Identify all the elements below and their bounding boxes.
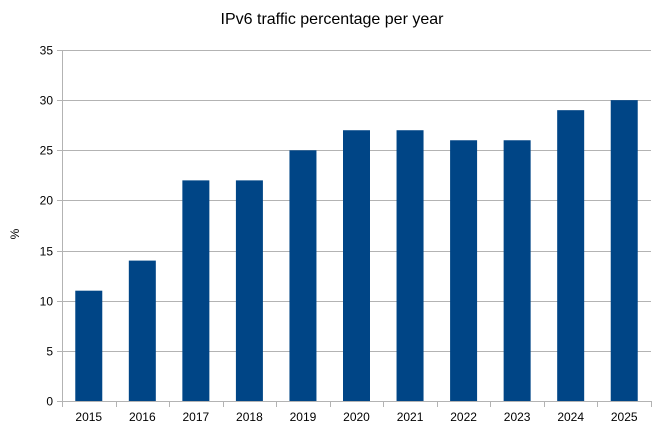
bar-2020 — [343, 130, 370, 401]
x-tick-label: 2015 — [75, 410, 102, 424]
x-tick-label: 2020 — [343, 410, 370, 424]
y-tick-label: 25 — [40, 144, 54, 158]
bar-2018 — [235, 180, 263, 401]
x-tick-label: 2022 — [450, 410, 477, 424]
bar-2021 — [396, 130, 424, 401]
bar-2022 — [450, 140, 478, 401]
y-tick-label: 15 — [40, 245, 54, 259]
y-tick-label: 20 — [40, 194, 54, 208]
y-axis-label: % — [8, 228, 22, 239]
y-tick-label: 0 — [46, 395, 53, 409]
bar-2023 — [503, 140, 531, 401]
x-tick-label: 2019 — [290, 410, 317, 424]
bar-2019 — [289, 150, 317, 401]
bar-2017 — [182, 180, 210, 401]
bar-2016 — [128, 260, 156, 401]
x-tick-label: 2021 — [397, 410, 424, 424]
chart-title: IPv6 traffic percentage per year — [221, 11, 445, 28]
x-tick-label: 2023 — [504, 410, 531, 424]
bar-2015 — [75, 290, 103, 401]
y-tick-label: 30 — [40, 94, 54, 108]
x-tick-label: 2017 — [183, 410, 210, 424]
x-tick-label: 2016 — [129, 410, 156, 424]
bar-2024 — [557, 110, 585, 402]
y-tick-label: 10 — [40, 295, 54, 309]
y-tick-label: 35 — [40, 44, 54, 58]
bar-2025 — [610, 100, 638, 402]
y-tick-label: 5 — [46, 345, 53, 359]
x-tick-label: 2024 — [557, 410, 584, 424]
x-tick-label: 2025 — [611, 410, 638, 424]
x-tick-label: 2018 — [236, 410, 263, 424]
